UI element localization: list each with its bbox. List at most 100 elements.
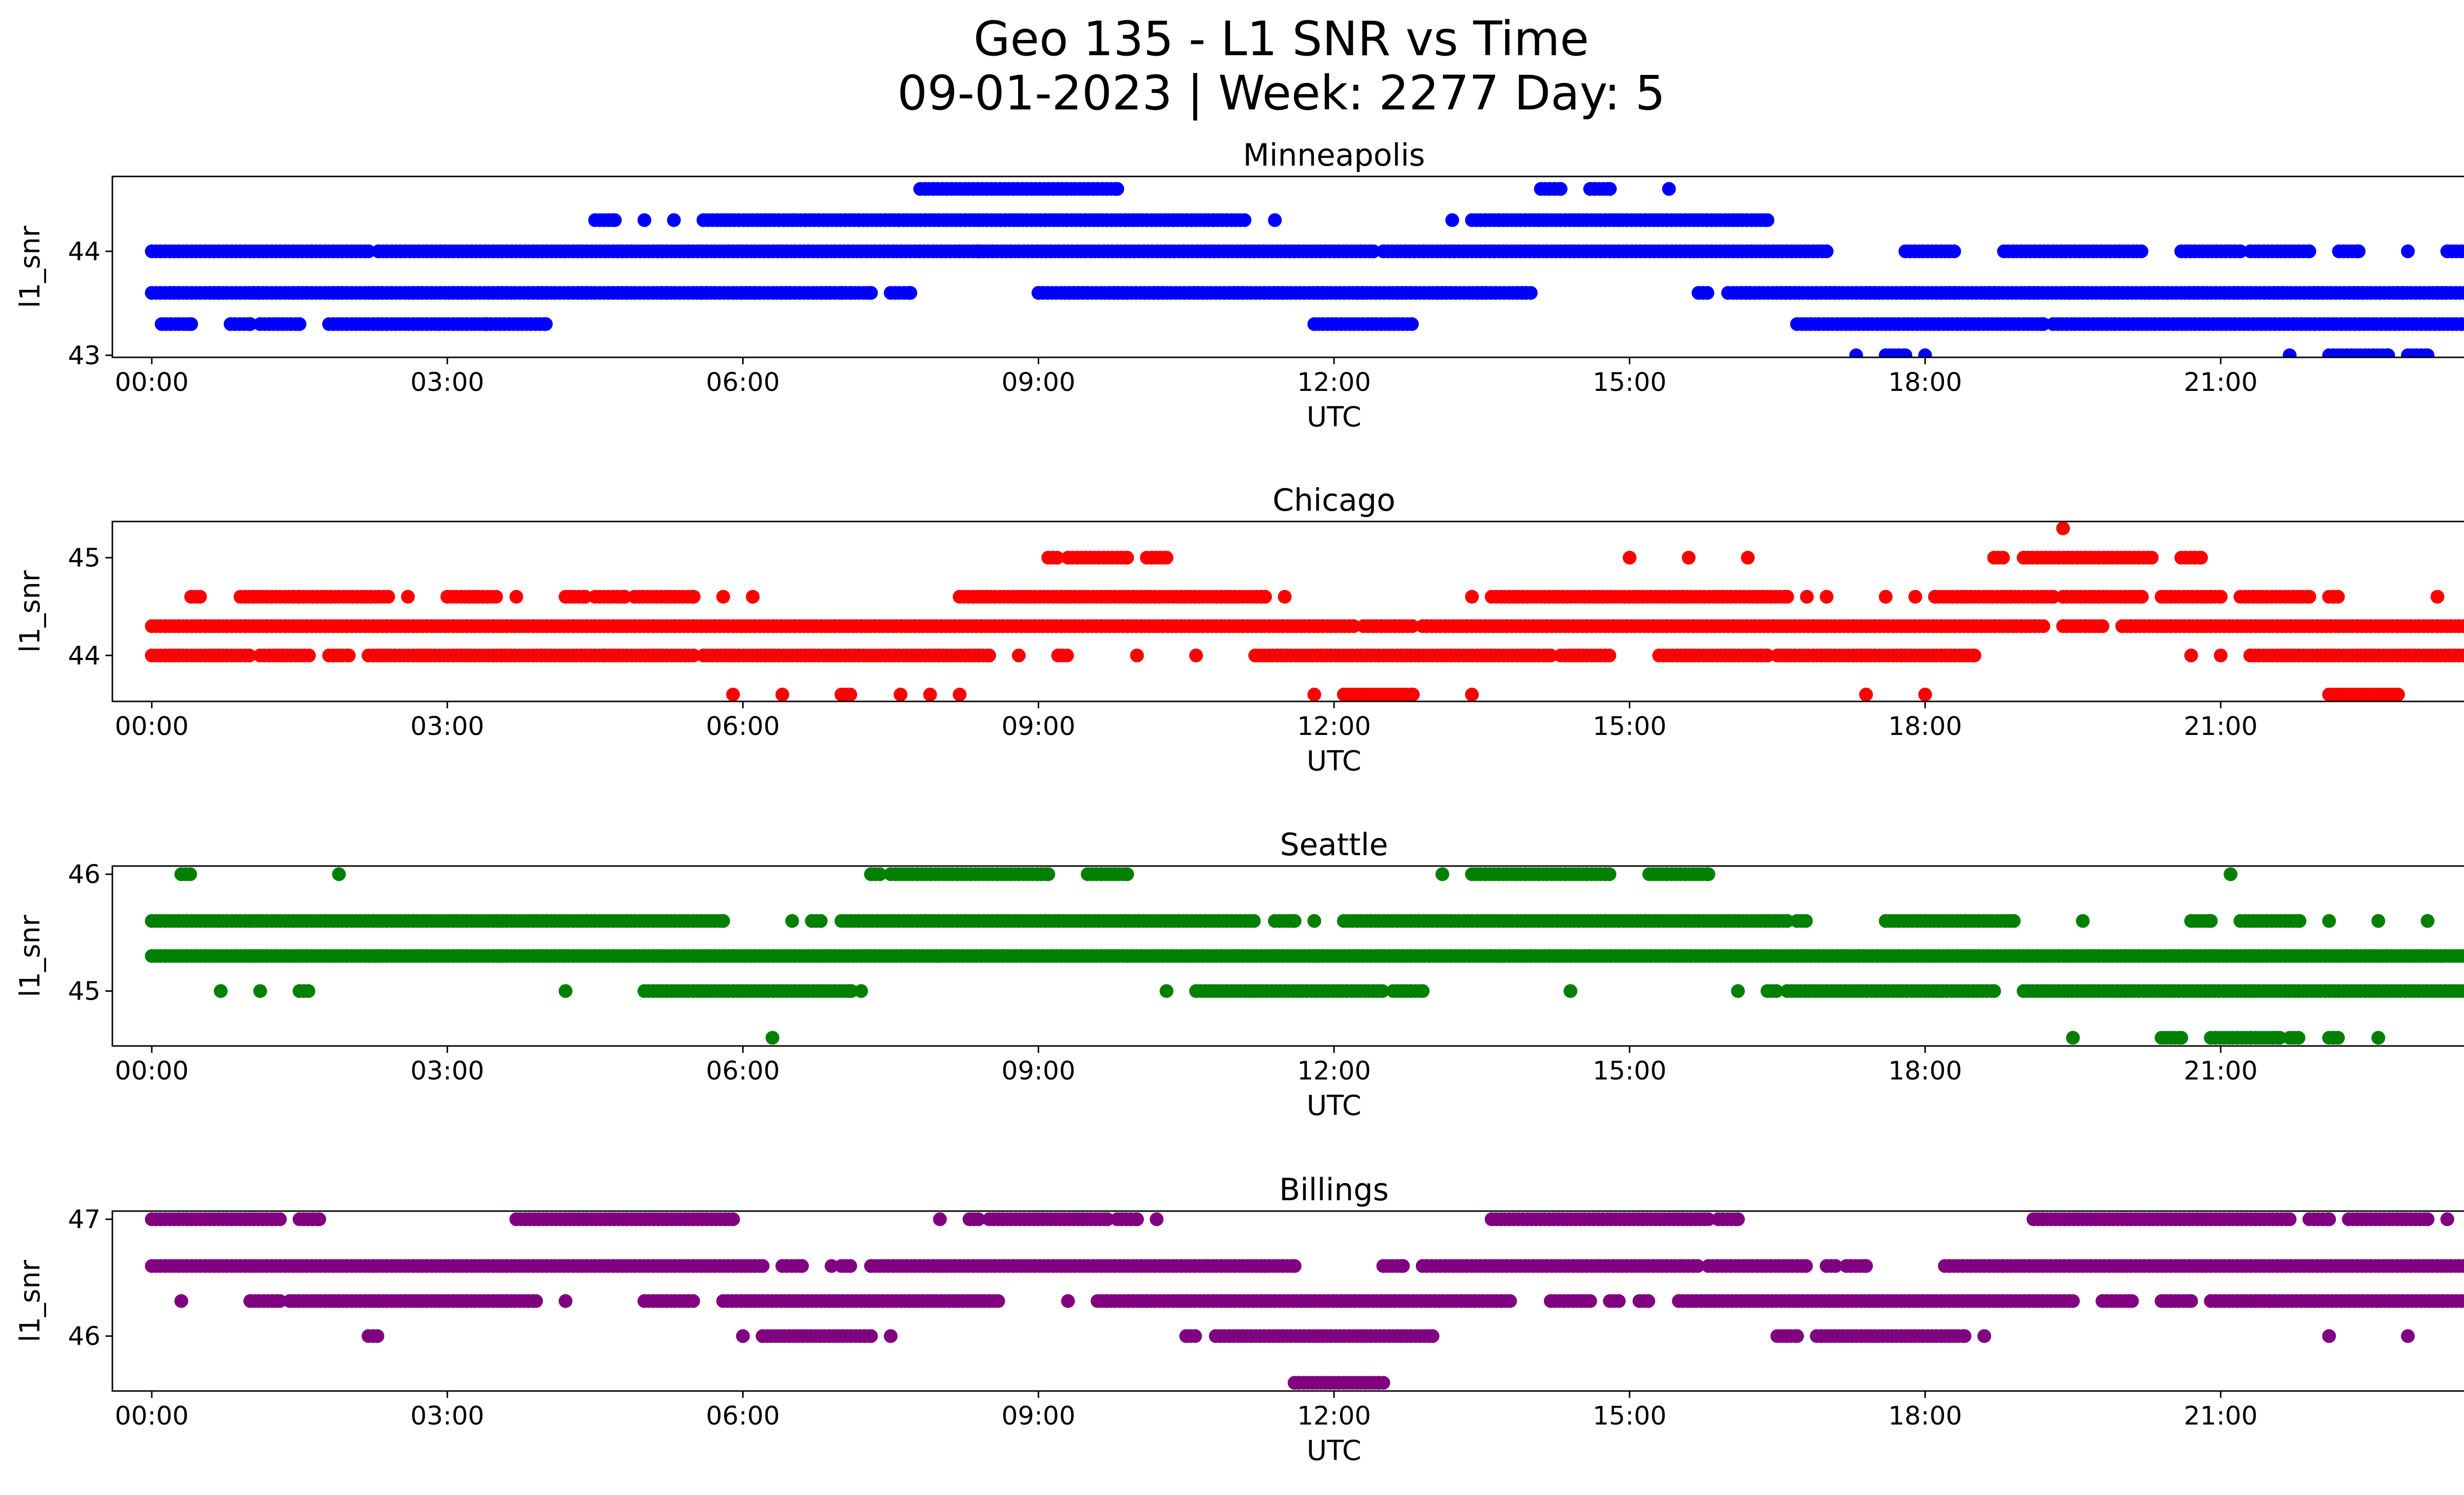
data-point <box>1396 1259 1410 1273</box>
x-axis-label: UTC <box>1306 1090 1361 1122</box>
data-point <box>1543 648 1558 662</box>
data-point <box>1100 1212 1115 1226</box>
data-points <box>145 1212 2464 1390</box>
data-point <box>1701 1212 1715 1226</box>
data-point <box>923 688 937 701</box>
data-point <box>1780 914 1794 928</box>
y-axis-label: l1_snr <box>14 914 46 997</box>
data-point <box>2421 914 2435 928</box>
data-point <box>824 1259 839 1273</box>
data-point <box>1247 914 1261 928</box>
data-point <box>1602 867 1616 881</box>
data-point <box>844 984 858 998</box>
x-tick-label: 21:00 <box>2184 1056 2258 1086</box>
data-point <box>381 590 395 604</box>
data-point <box>1760 213 1775 227</box>
x-tick-label: 03:00 <box>411 712 484 741</box>
x-tick-label: 18:00 <box>1888 368 1962 397</box>
x-tick-label: 09:00 <box>1001 368 1075 397</box>
data-point <box>2095 619 2110 633</box>
data-point <box>1799 914 1813 928</box>
data-point <box>686 648 701 662</box>
data-point <box>1050 551 1064 565</box>
data-point <box>1563 984 1577 998</box>
data-point <box>1731 1212 1745 1226</box>
data-point <box>1947 244 1961 258</box>
data-point <box>1375 984 1390 998</box>
data-point <box>2273 1031 2287 1045</box>
data-point <box>1415 984 1430 998</box>
data-point <box>667 213 681 227</box>
figure-title-line1: Geo 135 - L1 SNR vs Time <box>974 11 1589 67</box>
data-point <box>1602 648 1616 662</box>
data-point <box>2293 914 2307 928</box>
data-point <box>342 648 356 662</box>
data-point <box>2430 590 2445 604</box>
data-point <box>2174 1031 2189 1045</box>
data-point <box>814 914 828 928</box>
data-point <box>854 984 868 998</box>
data-point <box>253 984 267 998</box>
data-point <box>1603 182 1617 196</box>
y-tick-label: 43 <box>68 341 101 371</box>
data-point <box>2204 914 2218 928</box>
data-point <box>2283 348 2297 357</box>
data-point <box>273 1212 287 1226</box>
y-tick-label: 45 <box>68 543 101 573</box>
x-tick-label: 00:00 <box>115 368 189 397</box>
subplot-title: Seattle <box>1280 827 1388 863</box>
data-point <box>2214 590 2228 604</box>
data-point <box>1367 244 1380 258</box>
data-point <box>1278 590 1292 604</box>
data-point <box>1041 867 1056 881</box>
x-tick-label: 06:00 <box>706 368 780 397</box>
data-point <box>2371 914 2386 928</box>
data-points <box>145 867 2464 1045</box>
data-point <box>1445 213 1459 227</box>
data-point <box>2283 1212 2297 1226</box>
data-point <box>1908 590 1922 604</box>
data-point <box>971 1212 986 1226</box>
data-point <box>2302 590 2317 604</box>
y-tick-label: 46 <box>68 860 101 890</box>
data-point <box>785 914 799 928</box>
data-point <box>873 867 887 881</box>
data-point <box>2322 1212 2336 1226</box>
data-point <box>2036 619 2051 633</box>
data-point <box>1189 648 1203 662</box>
data-point <box>489 590 503 604</box>
x-axis-label: UTC <box>1306 401 1361 433</box>
data-point <box>1060 648 1074 662</box>
data-point <box>1160 551 1174 565</box>
x-tick-label: 12:00 <box>1297 712 1371 741</box>
data-point <box>2460 245 2464 258</box>
data-point <box>2076 914 2090 928</box>
data-point <box>292 317 307 331</box>
data-point <box>558 984 573 998</box>
data-point <box>982 648 996 662</box>
data-point <box>1769 984 1783 998</box>
data-point <box>903 286 918 300</box>
data-point <box>1120 551 1134 565</box>
data-point <box>2224 867 2238 881</box>
data-point <box>1996 551 2010 565</box>
data-point <box>193 590 207 604</box>
data-point <box>1307 914 1321 928</box>
data-point <box>1681 551 1696 565</box>
data-point <box>617 590 632 604</box>
data-point <box>1700 286 1714 300</box>
data-point <box>893 688 908 701</box>
data-point <box>795 1259 809 1273</box>
data-point <box>953 688 967 701</box>
data-point <box>1799 1259 1813 1273</box>
data-point <box>2421 348 2435 357</box>
data-point <box>2461 621 2464 632</box>
data-point <box>1288 914 1301 928</box>
data-point <box>2066 1031 2080 1045</box>
data-point <box>2331 590 2345 604</box>
data-point <box>843 1259 857 1273</box>
